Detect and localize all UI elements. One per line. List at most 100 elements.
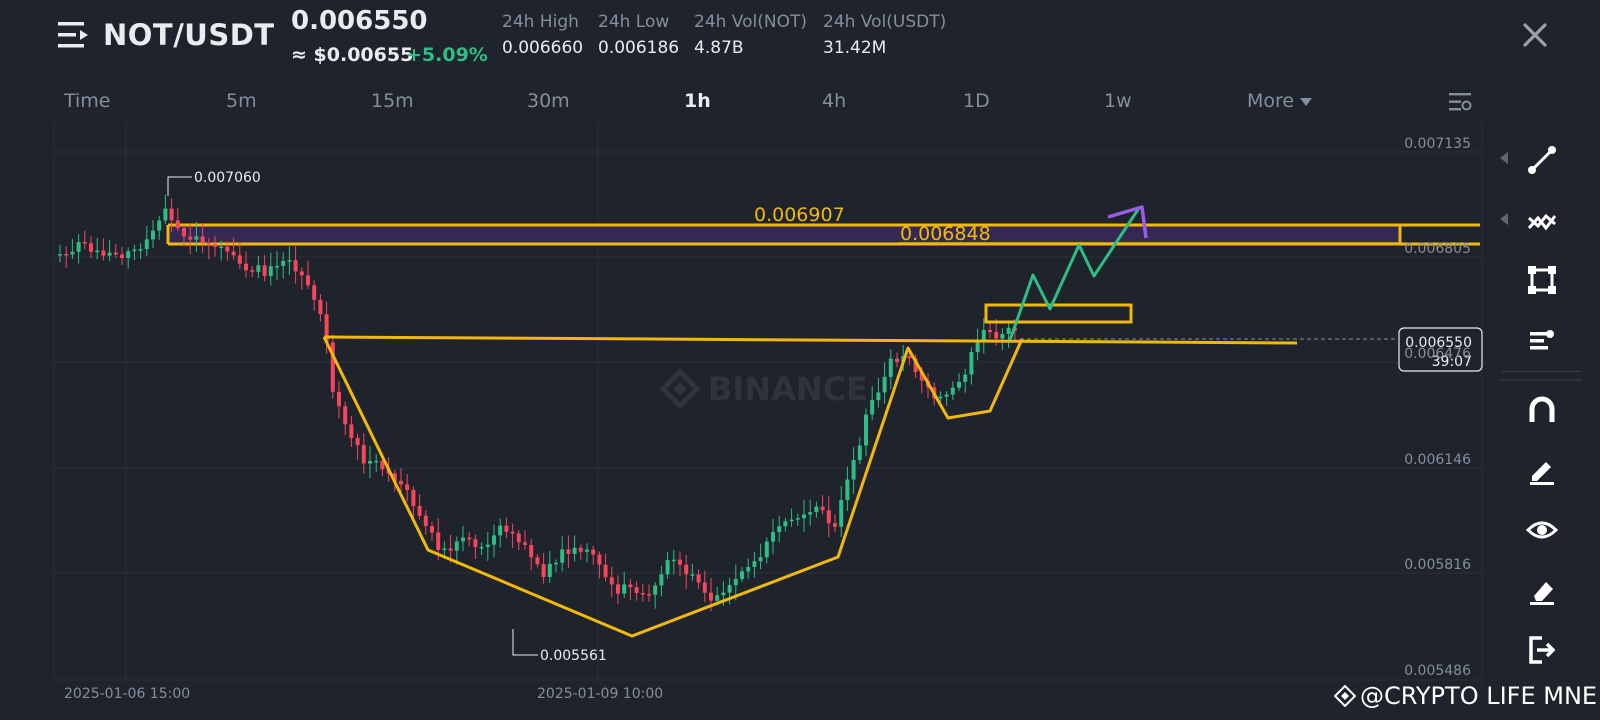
close-icon[interactable] <box>1522 22 1548 48</box>
candle-body <box>355 437 360 446</box>
rectangle-icon[interactable] <box>1526 264 1558 296</box>
candle-body <box>795 518 800 520</box>
candle-body <box>523 542 527 545</box>
exit-icon[interactable] <box>1526 634 1558 666</box>
candle-body <box>789 519 794 522</box>
tab-1d[interactable]: 1D <box>963 90 990 112</box>
candle-body <box>200 236 205 243</box>
candle-body <box>870 400 875 415</box>
drawing-toolbar <box>1500 138 1600 698</box>
high-label: 0.007060 <box>194 170 261 186</box>
candle-body <box>318 299 323 315</box>
candle-body <box>287 260 292 262</box>
candle-body <box>64 254 69 256</box>
candle-body <box>1000 333 1005 339</box>
candle-body <box>808 512 813 515</box>
handle-box <box>984 303 1133 324</box>
tab-more[interactable]: More <box>1247 90 1313 112</box>
stat-value: 31.42M <box>823 38 887 58</box>
menu-icon[interactable] <box>58 20 90 50</box>
candle-body <box>653 585 658 595</box>
candle-body <box>448 548 453 551</box>
time-tick: 2025-01-06 15:00 <box>64 686 190 702</box>
pair-name[interactable]: NOT/USDT <box>103 18 275 52</box>
candle-body <box>535 557 540 565</box>
low-marker <box>512 629 538 656</box>
tab-15m[interactable]: 15m <box>371 90 414 112</box>
candle-body <box>206 242 211 245</box>
candle-body <box>826 510 831 524</box>
candle-body <box>430 526 434 533</box>
fib-tool-icon[interactable] <box>1526 204 1558 236</box>
candle-body <box>485 544 490 547</box>
eye-icon[interactable] <box>1526 514 1558 546</box>
candle-body <box>622 584 627 594</box>
candle-body <box>479 546 484 549</box>
ticker-header: NOT/USDT 0.006550 ≈ $0.00655 +5.09% 24h … <box>0 0 1600 84</box>
position-icon[interactable] <box>1526 324 1558 356</box>
chart-settings-icon[interactable] <box>1448 90 1472 114</box>
stat-24h-low: 24h Low 0.006186 <box>598 12 679 58</box>
candle-body <box>963 374 968 382</box>
candle-body <box>752 561 757 567</box>
candle-body <box>58 254 62 256</box>
candle-body <box>299 271 304 276</box>
candle-body <box>312 285 317 300</box>
zone-upper-label: 0.006907 <box>754 204 845 226</box>
candle-body <box>647 594 651 596</box>
candle-body <box>882 376 887 393</box>
candle-body <box>591 549 596 555</box>
cup-pattern <box>322 336 1024 638</box>
expand-arrow-icon[interactable] <box>1500 152 1508 164</box>
candle-body <box>194 236 199 240</box>
candle-body <box>188 236 193 240</box>
candle-body <box>895 358 899 363</box>
watermark-text: @CRYPTO LIFE MNE <box>1360 682 1598 710</box>
candle-body <box>938 396 943 399</box>
candle-body <box>392 473 397 481</box>
candle-body <box>219 246 224 249</box>
tab-4h[interactable]: 4h <box>822 90 847 112</box>
candle-body <box>237 255 242 264</box>
eraser-icon[interactable] <box>1526 574 1558 606</box>
interval-tabs: Time 5m 15m 30m 1h 4h 1D 1w More <box>0 88 1600 120</box>
author-watermark: @CRYPTO LIFE MNE <box>1334 682 1597 710</box>
draw-icon[interactable] <box>1526 454 1558 486</box>
candle-body <box>913 358 918 373</box>
tab-1w[interactable]: 1w <box>1104 90 1132 112</box>
candle-body <box>1006 327 1011 334</box>
candle-body <box>516 533 521 543</box>
expand-arrow-icon[interactable] <box>1500 213 1508 225</box>
price-tick: 0.006476 <box>1404 346 1471 362</box>
low-label: 0.005561 <box>540 648 607 664</box>
candle-body <box>268 266 273 277</box>
candle-body <box>492 535 496 545</box>
high-marker <box>167 176 192 196</box>
price-tick: 0.006146 <box>1404 452 1471 468</box>
zone-lower-label: 0.006848 <box>900 223 991 245</box>
candle-body <box>461 537 465 542</box>
candle-body <box>213 244 217 247</box>
candle-body <box>684 564 689 575</box>
trend-line-icon[interactable] <box>1526 144 1558 176</box>
stat-24h-vol-usdt: 24h Vol(USDT) 31.42M <box>823 12 946 58</box>
candle-body <box>113 252 118 255</box>
candle-body <box>994 332 999 339</box>
candle-body <box>988 329 992 333</box>
candle-body <box>585 549 589 552</box>
candle-body <box>157 220 162 231</box>
tab-time[interactable]: Time <box>64 90 111 112</box>
tab-5m[interactable]: 5m <box>226 90 257 112</box>
candle-body <box>851 460 856 480</box>
candle-body <box>839 500 844 527</box>
tab-1h[interactable]: 1h <box>684 90 711 112</box>
candle-body <box>603 564 608 578</box>
stat-value: 4.87B <box>694 38 744 58</box>
tab-30m[interactable]: 30m <box>527 90 570 112</box>
candle-body <box>510 531 515 534</box>
magnet-icon[interactable] <box>1526 394 1558 426</box>
stat-label: 24h Low <box>598 12 670 32</box>
candle-body <box>89 243 93 252</box>
candle-body <box>975 341 980 353</box>
